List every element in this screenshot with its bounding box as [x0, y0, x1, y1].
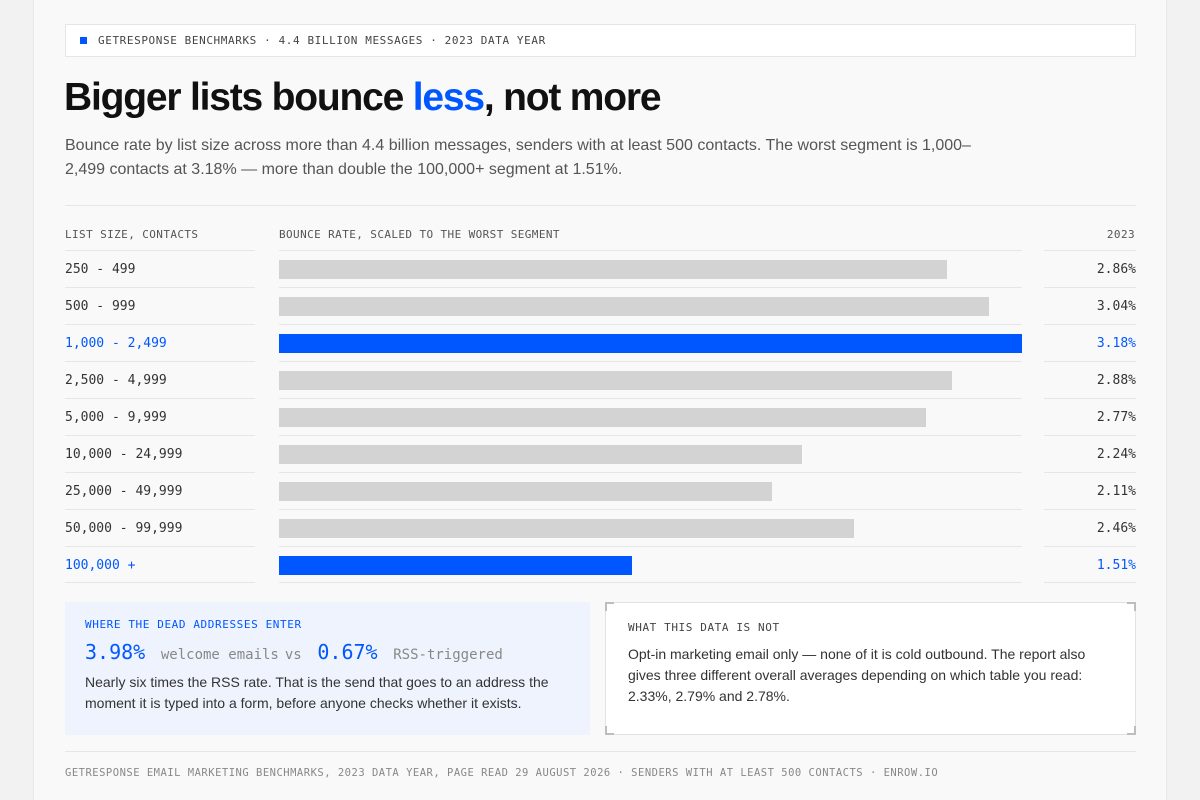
bar [279, 445, 802, 464]
category-label: 250 - 499 [65, 250, 255, 287]
chart-row: 250 - 499 2.86% [65, 250, 1136, 287]
bar [279, 482, 772, 501]
callout-body: Nearly six times the RSS rate. That is t… [85, 674, 549, 711]
value-label: 1.51% [1044, 546, 1136, 583]
callout-data-caveat: WHAT THIS DATA IS NOT Opt-in marketing e… [605, 602, 1136, 735]
value-label: 2.77% [1044, 398, 1136, 435]
bar-track [279, 287, 1022, 324]
bar-track [279, 361, 1022, 398]
bar-track [279, 509, 1022, 546]
source-banner-text: GETRESPONSE BENCHMARKS · 4.4 BILLION MES… [98, 34, 546, 47]
caveat-kicker: WHAT THIS DATA IS NOT [628, 621, 780, 634]
corner-mark-icon [605, 602, 614, 611]
category-label: 5,000 - 9,999 [65, 398, 255, 435]
callout-stat-line: 3.98% welcome emails vs 0.67% RSS-trigger… [85, 640, 570, 664]
category-label: 100,000 + [65, 546, 255, 583]
title-part-2: , not more [483, 76, 662, 119]
category-label: 50,000 - 99,999 [65, 509, 255, 546]
value-label: 2.11% [1044, 472, 1136, 509]
bar-track [279, 472, 1022, 509]
value-label: 2.88% [1044, 361, 1136, 398]
bar [279, 334, 1022, 353]
chart-row: 5,000 - 9,999 2.77% [65, 398, 1136, 435]
bar [279, 556, 632, 575]
stat-vs: vs [284, 647, 302, 663]
callout-welcome-emails: WHERE THE DEAD ADDRESSES ENTER 3.98% wel… [65, 602, 590, 735]
column-header-year: 2023 [1106, 228, 1135, 241]
corner-mark-icon [605, 726, 614, 735]
bar-track [279, 435, 1022, 472]
category-label: 10,000 - 24,999 [65, 435, 255, 472]
bar-track [279, 546, 1022, 583]
footer-source: GETRESPONSE EMAIL MARKETING BENCHMARKS, … [65, 767, 939, 779]
bar [279, 519, 854, 538]
bar [279, 408, 926, 427]
category-label: 2,500 - 4,999 [65, 361, 255, 398]
stat-welcome-label: welcome emails [160, 647, 279, 663]
caveat-body: Opt-in marketing email only — none of it… [628, 646, 1086, 704]
chart-row: 50,000 - 99,999 2.46% [65, 509, 1136, 546]
chart-row: 25,000 - 49,999 2.11% [65, 472, 1136, 509]
corner-mark-icon [1127, 726, 1136, 735]
square-marker-icon [80, 37, 87, 44]
value-label: 2.24% [1044, 435, 1136, 472]
value-label: 2.86% [1044, 250, 1136, 287]
category-label: 1,000 - 2,499 [65, 324, 255, 361]
column-header-bounce-rate: BOUNCE RATE, SCALED TO THE WORST SEGMENT [279, 228, 560, 241]
value-label: 2.46% [1044, 509, 1136, 546]
category-label: 25,000 - 49,999 [65, 472, 255, 509]
chart-row: 100,000 + 1.51% [65, 546, 1136, 583]
chart-row: 2,500 - 4,999 2.88% [65, 361, 1136, 398]
chart-row: 1,000 - 2,499 3.18% [65, 324, 1136, 361]
page-title: Bigger lists bounce less, not more [64, 76, 662, 120]
callout-kicker: WHERE THE DEAD ADDRESSES ENTER [85, 618, 302, 631]
bar [279, 297, 989, 316]
value-label: 3.04% [1044, 287, 1136, 324]
subtitle: Bounce rate by list size across more tha… [65, 137, 971, 178]
bar-track [279, 324, 1022, 361]
chart-row: 10,000 - 24,999 2.24% [65, 435, 1136, 472]
page: GETRESPONSE BENCHMARKS · 4.4 BILLION MES… [33, 0, 1167, 800]
stat-rss-label: RSS-triggered [393, 647, 503, 663]
stat-rss-rate: 0.67% [317, 640, 378, 664]
chart-row: 500 - 999 3.04% [65, 287, 1136, 324]
title-part-1: Bigger lists bounce [64, 76, 413, 119]
bar-track [279, 398, 1022, 435]
source-banner: GETRESPONSE BENCHMARKS · 4.4 BILLION MES… [65, 24, 1136, 57]
column-header-list-size: LIST SIZE, CONTACTS [65, 228, 199, 241]
bar [279, 260, 947, 279]
stat-welcome-rate: 3.98% [85, 640, 146, 664]
title-accent: less [412, 76, 485, 119]
divider [65, 205, 1136, 206]
value-label: 3.18% [1044, 324, 1136, 361]
bar [279, 371, 952, 390]
corner-mark-icon [1127, 602, 1136, 611]
category-label: 500 - 999 [65, 287, 255, 324]
bar-track [279, 250, 1022, 287]
divider [65, 751, 1136, 752]
